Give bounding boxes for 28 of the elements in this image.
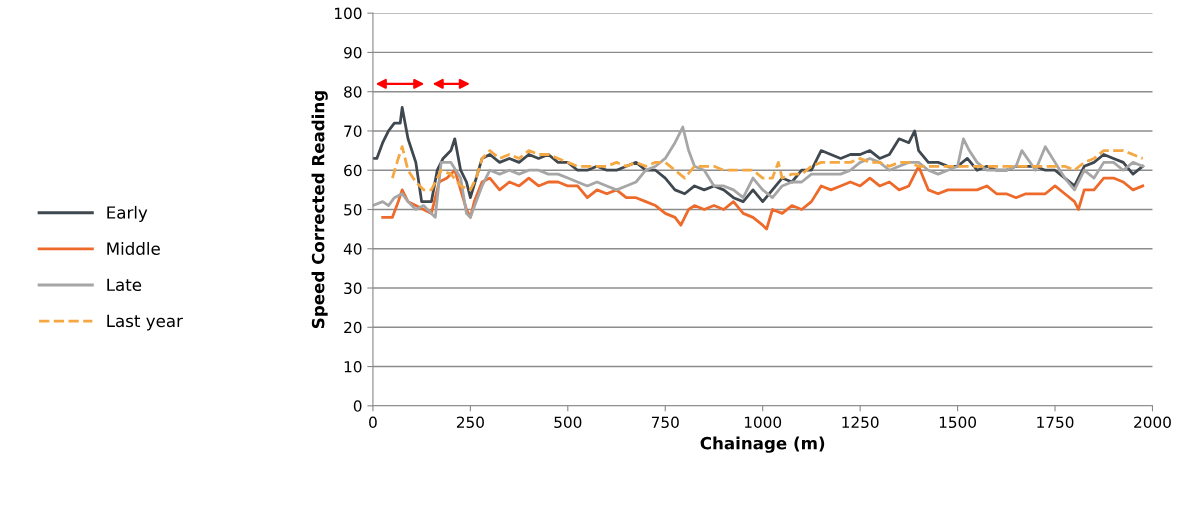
x-tick-label: 1500 bbox=[939, 416, 977, 429]
legend-label: Last year bbox=[107, 314, 183, 331]
x-tick-label: 0 bbox=[369, 416, 377, 429]
x-tick-label: 1750 bbox=[1037, 416, 1074, 429]
line-series bbox=[372, 125, 1145, 219]
x-tick-label: 1000 bbox=[744, 416, 782, 429]
x-tick-label: 2000 bbox=[1134, 416, 1171, 429]
x-tick-label: 1250 bbox=[842, 416, 879, 429]
y-tick-label: 70 bbox=[344, 125, 362, 137]
y-tick-label: 60 bbox=[344, 164, 362, 177]
x-tick-label: 750 bbox=[651, 416, 679, 429]
legend-label: Middle bbox=[107, 242, 160, 255]
y-axis-title: Speed Corrected Reading bbox=[311, 91, 328, 328]
x-tick-label: 500 bbox=[554, 416, 582, 429]
legend-label: Early bbox=[107, 205, 148, 223]
y-tick-label: 0 bbox=[353, 400, 362, 412]
y-tick-label: 30 bbox=[344, 282, 362, 295]
y-tick-label: 20 bbox=[344, 321, 362, 334]
y-tick-label: 90 bbox=[344, 46, 362, 59]
line-series bbox=[391, 145, 1145, 192]
y-tick-label: 40 bbox=[343, 243, 362, 255]
y-tick-label: 80 bbox=[344, 86, 362, 98]
y-tick-label: 50 bbox=[344, 203, 362, 216]
x-axis-title: Chainage (m) bbox=[700, 436, 825, 453]
y-tick-label: 100 bbox=[335, 7, 362, 20]
x-tick-label: 250 bbox=[456, 416, 484, 429]
legend-label: Late bbox=[107, 278, 142, 292]
y-tick-label: 10 bbox=[344, 361, 362, 373]
